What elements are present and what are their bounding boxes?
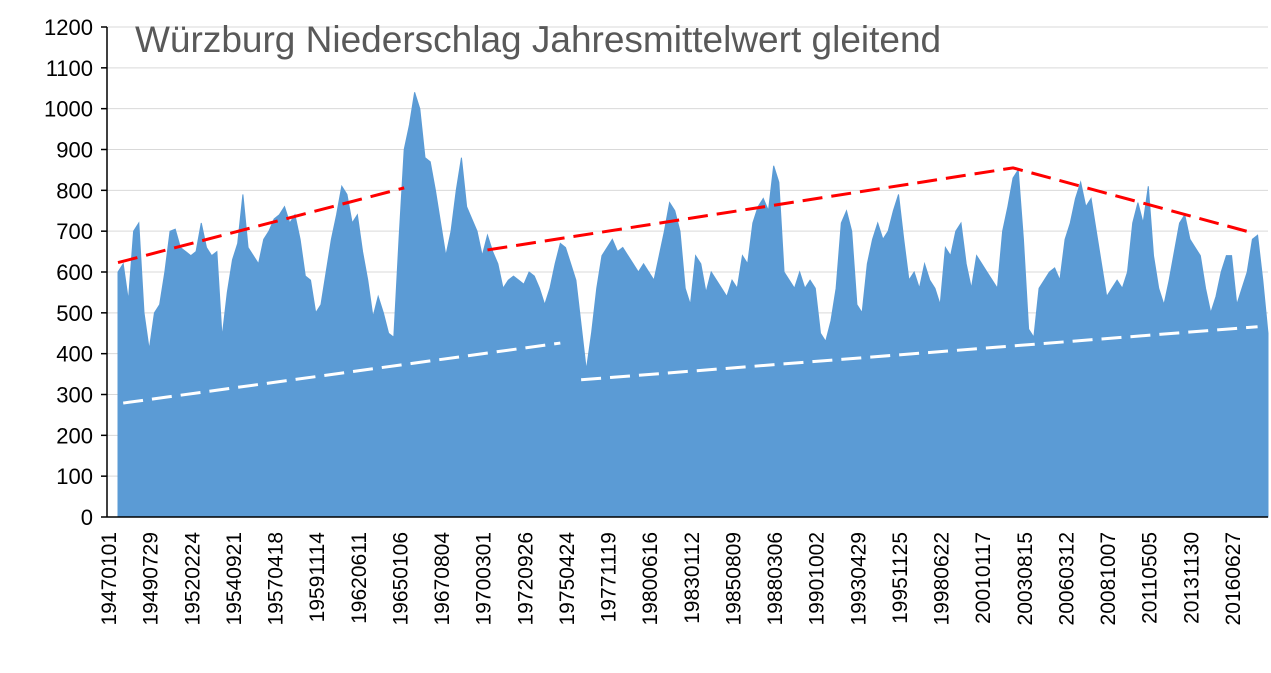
x-tick-label: 19771119 bbox=[598, 532, 621, 622]
x-tick-label: 19720926 bbox=[514, 532, 537, 625]
y-tick-label: 1000 bbox=[44, 97, 93, 122]
y-tick-label: 900 bbox=[56, 138, 93, 163]
y-tick-label: 600 bbox=[56, 260, 93, 285]
x-tick-label: 19470101 bbox=[98, 532, 121, 625]
x-tick-label: 19700301 bbox=[473, 532, 496, 625]
plot-area bbox=[117, 92, 1269, 518]
x-tick-label: 19591114 bbox=[306, 532, 329, 623]
x-tick-label: 19540921 bbox=[223, 532, 246, 625]
trend-line bbox=[122, 341, 561, 405]
x-tick-label: 20081007 bbox=[1097, 532, 1120, 625]
x-tick-label: 19930429 bbox=[847, 532, 870, 625]
x-tick-label: 20131130 bbox=[1180, 532, 1203, 624]
x-tick-label: 19620611 bbox=[348, 532, 371, 624]
y-tick-label: 500 bbox=[56, 301, 93, 326]
y-tick-label: 100 bbox=[56, 464, 93, 489]
y-tick-label: 1200 bbox=[44, 15, 93, 40]
y-tick-label: 1100 bbox=[46, 56, 93, 81]
x-tick-label: 19750424 bbox=[556, 532, 579, 626]
x-tick-label: 19670804 bbox=[431, 532, 454, 626]
y-tick-label: 300 bbox=[56, 383, 93, 408]
x-tick-label: 19980622 bbox=[931, 532, 954, 625]
trend-line bbox=[487, 166, 1253, 252]
x-tick-label: 20010117 bbox=[972, 532, 995, 624]
x-tick-label: 19830112 bbox=[681, 532, 704, 624]
y-tick-label: 0 bbox=[81, 505, 93, 530]
x-tick-label: 20110505 bbox=[1139, 532, 1162, 624]
x-tick-label: 20060312 bbox=[1055, 532, 1078, 625]
y-tick-label: 400 bbox=[56, 342, 93, 367]
trend-line bbox=[581, 325, 1258, 382]
x-tick-label: 19570418 bbox=[265, 532, 288, 625]
x-tick-label: 20160627 bbox=[1222, 532, 1245, 625]
x-tick-label: 19520224 bbox=[181, 532, 204, 626]
x-tick-label: 19880306 bbox=[764, 532, 787, 625]
x-tick-label: 19951125 bbox=[889, 532, 912, 624]
x-tick-label: 19800616 bbox=[639, 532, 662, 625]
area bbox=[117, 92, 1269, 518]
x-tick-label: 19650106 bbox=[389, 532, 412, 625]
y-tick-label: 700 bbox=[56, 219, 93, 244]
x-tick-label: 19850809 bbox=[722, 532, 745, 625]
trend-line bbox=[117, 186, 405, 265]
x-tick-label: 19490729 bbox=[140, 532, 163, 625]
x-tick-label: 19901002 bbox=[806, 532, 829, 625]
chart-title: Würzburg Niederschlag Jahresmittelwert g… bbox=[135, 19, 941, 60]
x-tick-label: 20030815 bbox=[1014, 532, 1037, 625]
y-tick-label: 200 bbox=[56, 423, 93, 448]
y-tick-label: 800 bbox=[56, 178, 93, 203]
